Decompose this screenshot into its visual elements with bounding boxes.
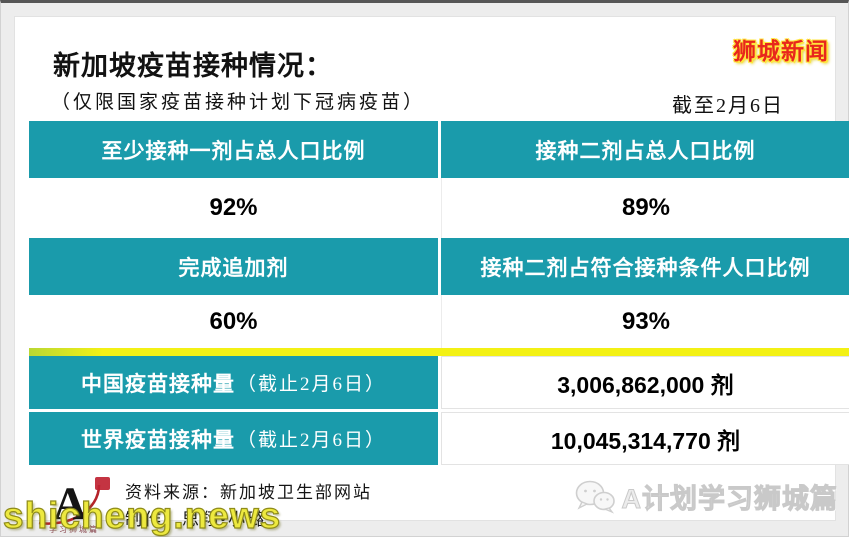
label-world-doses: 世界疫苗接种量 （截止2月6日） — [29, 412, 438, 465]
value-two-doses-total-pop: 89% — [441, 178, 849, 238]
value-world-doses: 10,045,314,770 剂 — [441, 412, 849, 465]
source-line: 资料来源：新加坡卫生部网站 — [125, 483, 372, 502]
wechat-icon — [575, 480, 615, 514]
header-two-doses-eligible-pop: 接种二剂占符合接种条件人口比例 — [441, 238, 849, 295]
as-of-date: 截至2月6日 — [672, 95, 784, 117]
logo-small-text: 学习狮城篇 — [49, 524, 99, 534]
header-at-least-one-dose: 至少接种一剂占总人口比例 — [29, 121, 438, 178]
maker-logo-icon: A 学习狮城篇 — [38, 477, 110, 534]
label-china-doses-note: （截止2月6日） — [236, 374, 386, 395]
watermark-shicheng-news: shicheng.news — [2, 494, 282, 536]
page-subtitle: （仅限国家疫苗接种计划下冠病疫苗） — [51, 92, 426, 113]
header-two-doses-total-pop: 接种二剂占总人口比例 — [441, 121, 849, 178]
watermark-account-name: A计划学习狮城篇 — [621, 484, 838, 515]
logo-red-seal — [95, 477, 110, 490]
source-attribution: 资料来源：新加坡卫生部网站 制作：思翔•小璐 — [125, 479, 372, 533]
logo-letter: A — [53, 478, 87, 530]
yellow-divider-bar — [29, 348, 849, 356]
header-booster-completed: 完成追加剂 — [29, 238, 438, 295]
watermark-wechat-account: A计划学习狮城篇 — [574, 477, 839, 516]
brand-logo-text: 狮城新闻 — [733, 38, 829, 64]
label-world-doses-text: 世界疫苗接种量 — [80, 428, 235, 452]
maker-line: 制作：思翔•小璐 — [125, 510, 266, 529]
value-at-least-one-dose: 92% — [29, 178, 438, 238]
value-booster-completed: 60% — [29, 295, 438, 348]
content-card: 新加坡疫苗接种情况： 狮城新闻 （仅限国家疫苗接种计划下冠病疫苗） 截至2月6日… — [14, 16, 849, 534]
vaccination-stats-table: 至少接种一剂占总人口比例 接种二剂占总人口比例 92% 89% 完成追加剂 接种… — [29, 121, 849, 465]
value-china-doses: 3,006,862,000 剂 — [441, 356, 849, 409]
value-two-doses-eligible-pop: 93% — [441, 295, 849, 348]
page-title: 新加坡疫苗接种情况： — [53, 51, 333, 81]
label-china-doses: 中国疫苗接种量 （截止2月6日） — [29, 356, 438, 409]
label-world-doses-note: （截止2月6日） — [236, 430, 386, 451]
label-china-doses-text: 中国疫苗接种量 — [80, 372, 235, 396]
row-gap — [29, 409, 849, 412]
